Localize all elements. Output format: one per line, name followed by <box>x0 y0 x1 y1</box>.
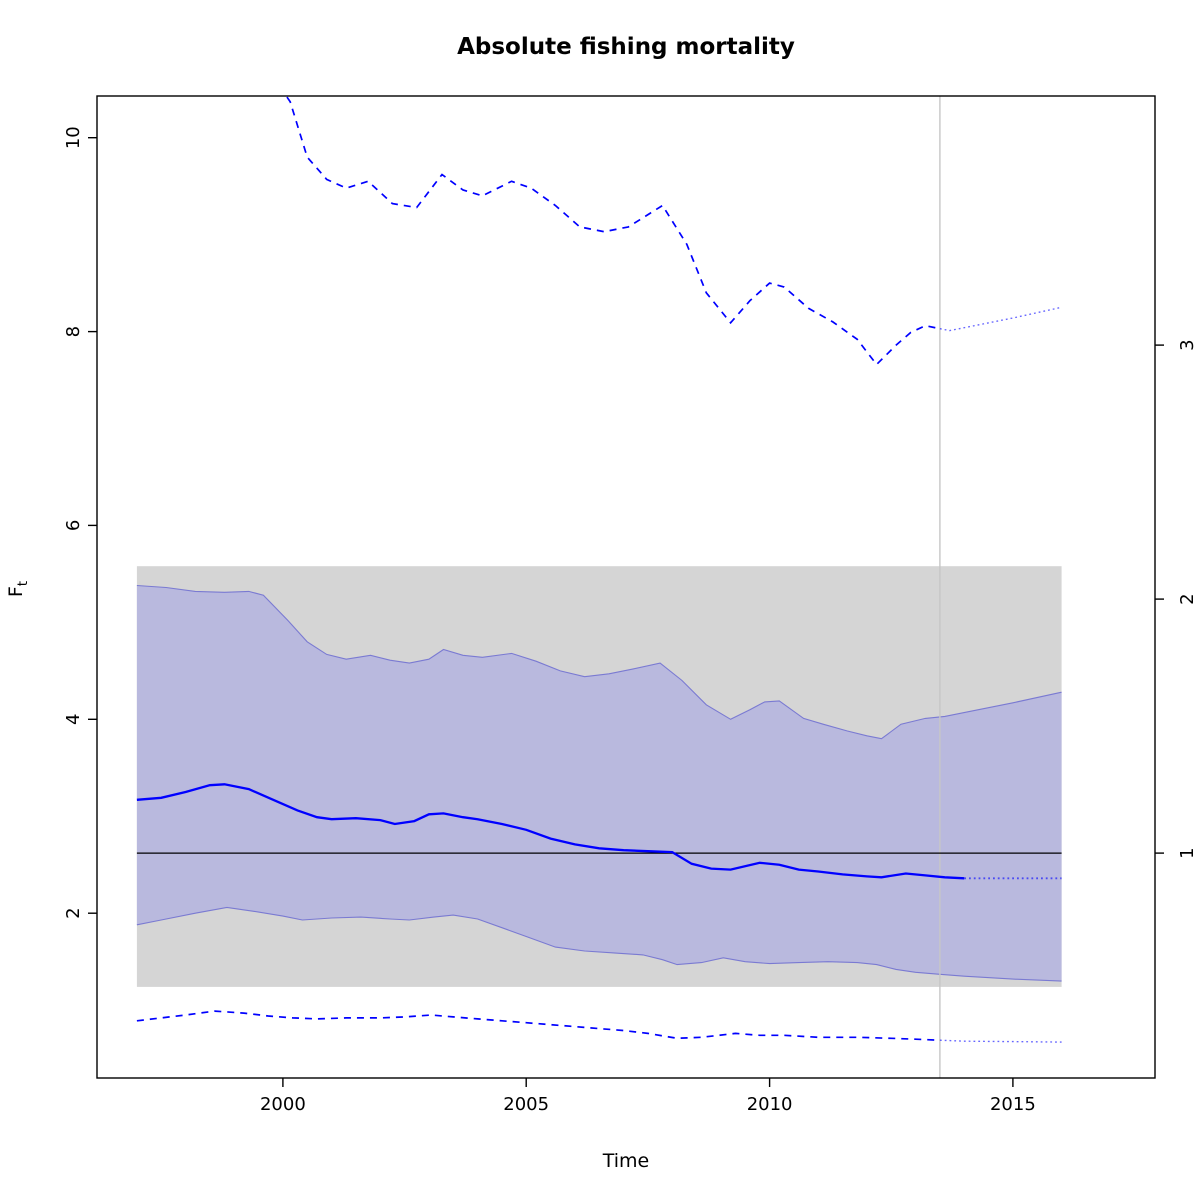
confidence-band <box>136 585 1062 982</box>
confidence-band-upper-edge <box>136 584 1062 740</box>
lower_confidence_dashed <box>136 1010 940 1042</box>
y-tick-label-right: 3 <box>1177 339 1198 350</box>
x-tick-label: 2000 <box>260 1094 306 1115</box>
y-tick-label-right: 1 <box>1177 847 1198 858</box>
x-axis-label: Time <box>602 1150 650 1172</box>
y-tick-label-left: 2 <box>63 907 84 918</box>
x-tick-label: 2010 <box>747 1094 793 1115</box>
f_estimate <box>136 783 965 880</box>
confidence-band-lower-edge <box>136 906 1062 982</box>
y-tick-label-left: 10 <box>63 126 84 149</box>
y-tick-label-right: 2 <box>1177 593 1198 604</box>
y-axis-label: Ft <box>5 580 31 598</box>
plot-frame <box>96 95 1156 1079</box>
chart-title: Absolute fishing mortality <box>457 34 795 60</box>
upper_confidence_dashed <box>285 96 941 366</box>
y-tick-label-left: 8 <box>63 326 84 337</box>
x-tick-label: 2015 <box>990 1094 1036 1115</box>
y-tick-label-left: 4 <box>63 714 84 725</box>
x-tick-label: 2005 <box>503 1094 549 1115</box>
lower_confidence_dashed-projection <box>939 1039 1062 1043</box>
upper_confidence_dashed-projection <box>939 306 1062 332</box>
y-tick-label-left: 6 <box>63 520 84 531</box>
series-group <box>136 96 1062 1043</box>
